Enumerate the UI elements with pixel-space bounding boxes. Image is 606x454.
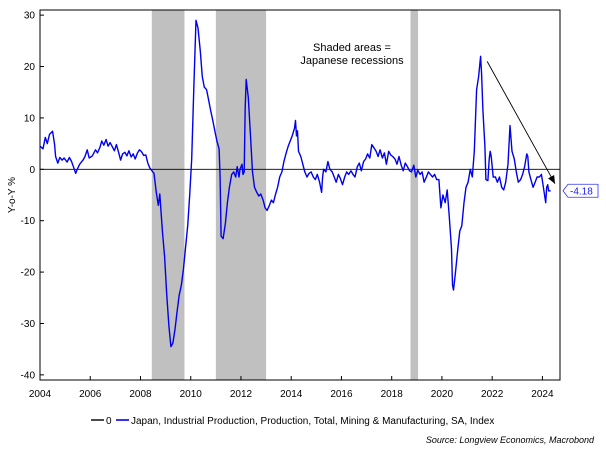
x-tick-label: 2022 <box>481 389 504 400</box>
x-tick-label: 2012 <box>230 389 253 400</box>
legend: 0 Japan, Industrial Production, Producti… <box>91 416 494 427</box>
y-axis: -40 -30 -20 -10 0 10 20 30 <box>21 11 44 381</box>
y-tick-label: -30 <box>21 319 36 330</box>
x-tick-label: 2014 <box>280 389 303 400</box>
annotation-line-2: Japanese recessions <box>300 55 404 67</box>
x-tick-label: 2008 <box>129 389 152 400</box>
source-note: Source: Longview Economics, Macrobond <box>426 435 595 445</box>
y-tick-label: -20 <box>21 268 36 279</box>
y-tick-label: 0 <box>29 165 35 176</box>
y-tick-label: 20 <box>24 62 36 73</box>
series-line-japan-ip <box>39 19 551 348</box>
legend-label-japan-ip: Japan, Industrial Production, Production… <box>131 416 494 427</box>
last-value-callout: -4.18 <box>562 183 599 198</box>
y-tick-label: -10 <box>21 216 36 227</box>
y-axis-label: Y-o-Y % <box>7 177 18 213</box>
x-axis: 2004 2006 2008 2010 2012 2014 2016 2018 2020 2022… <box>29 376 554 400</box>
x-tick-label: 2004 <box>29 389 52 400</box>
annotation-line-1: Shaded areas = <box>313 42 391 54</box>
trend-arrow <box>486 61 556 184</box>
x-tick-label: 2016 <box>330 389 353 400</box>
y-tick-label: -40 <box>21 370 36 381</box>
y-tick-label: 30 <box>24 11 36 22</box>
plot-frame <box>39 9 561 381</box>
x-tick-label: 2018 <box>381 389 404 400</box>
legend-label-zero: 0 <box>106 416 112 427</box>
trend-arrow-head <box>548 175 555 184</box>
last-value-label: -4.18 <box>570 186 593 197</box>
x-tick-label: 2010 <box>180 389 203 400</box>
x-tick-label: 2006 <box>79 389 102 400</box>
recession-band <box>410 10 419 380</box>
y-tick-label: 10 <box>24 113 36 124</box>
x-tick-label: 2020 <box>431 389 454 400</box>
x-tick-label: 2024 <box>531 389 554 400</box>
